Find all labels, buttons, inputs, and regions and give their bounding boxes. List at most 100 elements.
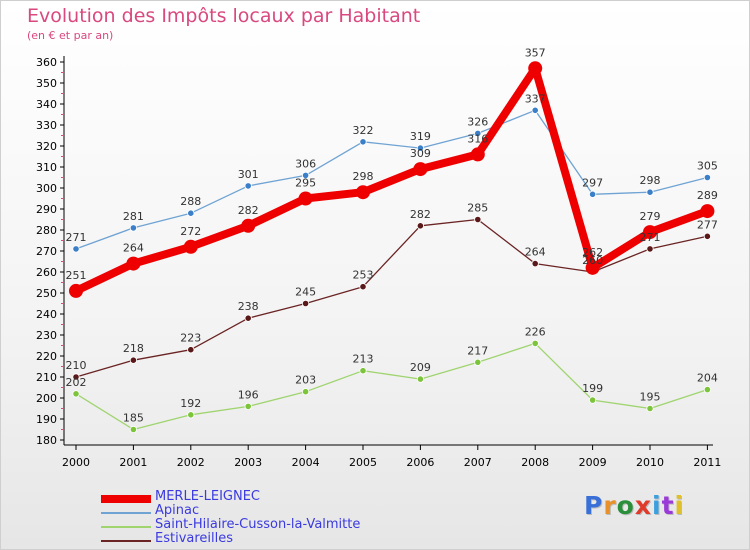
legend-item: Saint-Hilaire-Cusson-la-Valmitte [101,517,421,534]
data-point [703,385,712,394]
data-point [470,147,485,162]
x-tick-label: 2007 [464,456,492,469]
data-point [129,356,137,364]
data-label: 285 [467,202,488,215]
data-point [413,162,428,177]
data-label: 185 [123,412,144,425]
data-point [187,411,195,419]
data-point [416,375,424,383]
y-tick-label: 260 [36,266,57,279]
data-label: 297 [582,176,603,189]
y-tick-label: 240 [36,308,57,321]
data-point [359,138,367,146]
y-tick-label: 310 [36,161,57,174]
x-tick-label: 2002 [177,456,205,469]
data-label: 223 [180,332,201,345]
data-label: 251 [66,269,87,282]
y-tick-label: 280 [36,224,57,237]
data-label: 238 [238,300,259,313]
data-point [129,425,137,434]
data-label: 245 [295,286,316,299]
data-point [301,299,310,308]
x-tick-label: 2009 [579,456,607,469]
data-label: 289 [697,189,718,202]
chart-subtitle: (en € et par an) [27,29,114,42]
data-point [301,388,310,396]
series-line-1 [75,109,709,250]
data-label: 204 [697,372,718,385]
data-label: 271 [640,231,661,244]
legend-swatch [101,512,151,514]
y-tick-label: 290 [36,203,57,216]
x-tick-label: 2003 [234,456,262,469]
y-tick-label: 320 [36,140,57,153]
data-point [72,373,80,381]
chart-title: Evolution des Impôts locaux par Habitant [27,5,421,27]
data-point [241,218,256,233]
data-label: 209 [410,361,431,374]
y-tick-label: 300 [36,182,57,195]
x-tick-label: 2000 [62,456,90,469]
y-tick-label: 340 [36,98,57,111]
y-tick-label: 330 [36,119,57,132]
data-point [474,129,482,137]
x-tick-label: 2006 [406,456,434,469]
x-tick-label: 2011 [693,456,721,469]
data-point [646,188,654,196]
data-label: 282 [410,208,431,221]
y-tick-label: 230 [36,329,57,342]
legend-swatch [101,540,151,542]
legend-label: Apinac [155,503,200,518]
y-tick-label: 210 [36,371,57,384]
data-point [244,182,252,190]
data-label: 213 [353,353,374,366]
data-point [700,204,715,219]
data-point [531,106,539,114]
data-point [703,232,712,240]
data-label: 282 [238,204,259,217]
y-tick-label: 190 [36,413,57,426]
data-label: 260 [582,254,603,267]
data-label: 357 [525,46,546,59]
data-label: 253 [353,269,374,282]
data-label: 264 [525,246,546,259]
data-point [183,239,198,254]
data-point [187,209,195,217]
data-label: 301 [238,168,259,181]
series-line-2 [75,342,709,431]
data-point [416,144,424,152]
legend-swatch [101,495,151,503]
data-label: 279 [640,210,661,223]
x-tick-label: 2005 [349,456,377,469]
data-point [356,185,370,200]
legend-swatch [101,526,151,528]
legend-item: Apinac [101,503,421,520]
data-label: 192 [180,397,201,410]
data-point [126,256,141,271]
data-point [474,215,482,224]
data-point [72,245,80,253]
data-point [531,259,539,268]
y-tick-label: 270 [36,245,57,258]
data-label: 264 [123,242,144,255]
data-point [359,367,367,375]
data-label: 218 [123,342,144,355]
data-label: 210 [66,359,87,372]
y-tick-label: 350 [36,77,57,90]
legend-label: Estivareilles [155,531,234,546]
data-point [585,260,600,275]
legend-item: MERLE-LEIGNEC [101,489,421,506]
x-tick-label: 2004 [292,456,320,469]
data-label: 319 [410,130,431,143]
data-point [646,245,654,253]
data-label: 272 [180,225,201,238]
data-label: 298 [353,170,374,183]
data-label: 262 [582,246,603,259]
data-point [531,339,539,347]
data-label: 277 [697,218,718,231]
data-label: 196 [238,388,259,401]
data-label: 195 [640,391,661,404]
data-label: 322 [353,124,374,137]
y-tick-label: 360 [36,56,57,69]
data-point [474,358,482,366]
